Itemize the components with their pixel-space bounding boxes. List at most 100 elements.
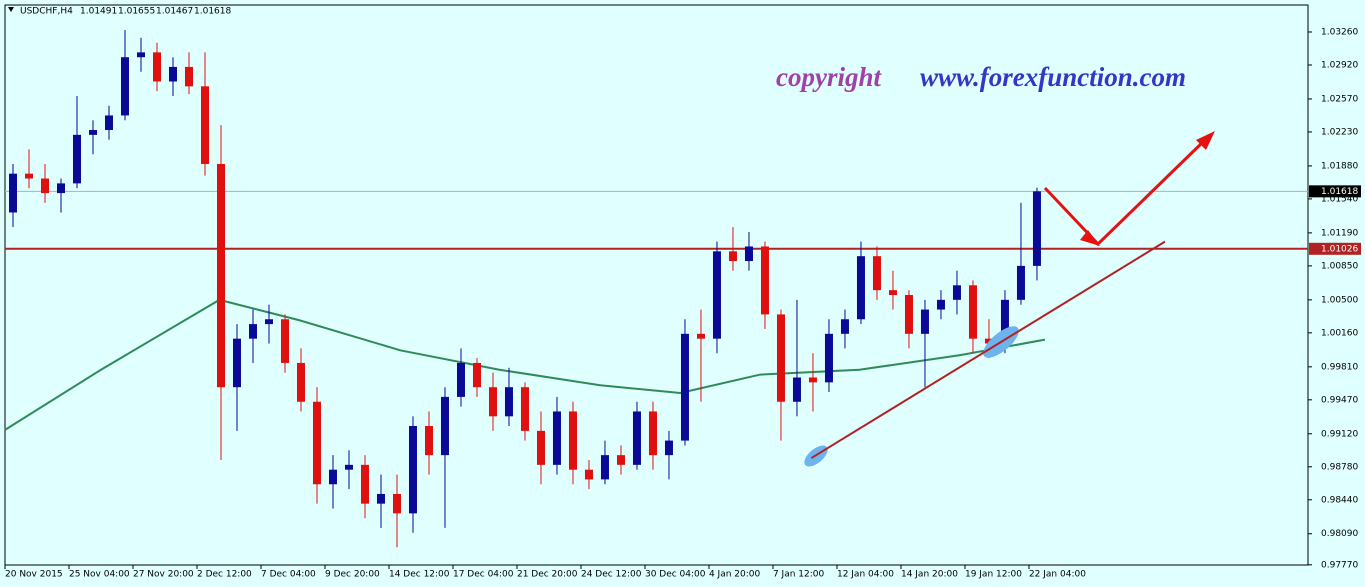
y-tick-label: 1.00500 (1321, 295, 1358, 305)
candle-body (488, 387, 497, 417)
y-tick-label: 1.03260 (1321, 27, 1358, 37)
candle-body (1016, 265, 1025, 300)
candle-body (56, 183, 65, 194)
candle-body (456, 362, 465, 397)
x-tick-label: 12 Jan 04:00 (837, 570, 894, 580)
candle-body (312, 401, 321, 485)
watermark: copyright (776, 62, 882, 92)
candle-body (856, 256, 865, 320)
candle-body (408, 426, 417, 514)
candle-body (984, 338, 993, 344)
price-label-box (1309, 185, 1361, 198)
candle-body (504, 387, 513, 417)
header-value: 1.01467 (156, 7, 193, 17)
candle-body (744, 246, 753, 262)
x-tick-label: 20 Nov 2015 (5, 570, 63, 580)
candle-body (200, 86, 209, 164)
y-tick-label: 0.98090 (1321, 529, 1358, 539)
y-tick-label: 0.99120 (1321, 429, 1358, 439)
candle-body (584, 469, 593, 480)
x-tick-label: 14 Dec 12:00 (389, 570, 450, 580)
candle-body (264, 319, 273, 325)
y-tick-label: 0.98780 (1321, 462, 1358, 472)
candle-body (40, 178, 49, 194)
moving-average (4, 298, 1046, 431)
candle-body (8, 173, 17, 213)
header-value: 1.01491 (80, 7, 117, 17)
level-label: 1.01026 (1321, 244, 1358, 254)
y-tick-label: 1.01540 (1321, 194, 1358, 204)
candle-body (360, 464, 369, 504)
candle-body (536, 430, 545, 465)
candle-body (968, 285, 977, 339)
candle-body (664, 440, 673, 456)
candle-body (248, 324, 257, 339)
candle-body (952, 285, 961, 300)
level-label-box (1309, 242, 1361, 255)
x-tick-label: 30 Dec 04:00 (645, 570, 706, 580)
candle-body (760, 246, 769, 315)
candle-body (840, 319, 849, 334)
candle-body (344, 464, 353, 470)
x-tick-label: 17 Dec 04:00 (453, 570, 514, 580)
candle-body (520, 387, 529, 431)
arrow-head (1196, 131, 1215, 150)
candle-body (152, 52, 161, 82)
candle-body (712, 251, 721, 339)
candle-body (648, 411, 657, 456)
candle-body (680, 333, 689, 441)
plot-frame (4, 4, 1309, 566)
candle-body (808, 377, 817, 383)
candle-body (728, 251, 737, 262)
candle-body (184, 66, 193, 87)
candle-body (1000, 299, 1009, 344)
candle-body (472, 362, 481, 388)
trendline (810, 240, 1166, 459)
candle-body (280, 319, 289, 363)
menu-arrow (8, 7, 14, 12)
y-tick-label: 1.01190 (1321, 228, 1358, 238)
candle-body (920, 309, 929, 334)
candle-body (376, 493, 385, 504)
candle-body (136, 52, 145, 58)
x-tick-label: 27 Nov 20:00 (133, 570, 194, 580)
candle-body (632, 411, 641, 465)
candle-body (24, 173, 33, 179)
candle-body (104, 115, 113, 131)
candle-body (392, 493, 401, 514)
candle-body (424, 426, 433, 456)
watermark: www.forexfunction.com (920, 62, 1186, 92)
x-tick-label: 4 Jan 20:00 (709, 570, 761, 580)
candle-body (552, 411, 561, 465)
y-tick-label: 1.01880 (1321, 161, 1358, 171)
x-tick-label: 14 Jan 20:00 (901, 570, 958, 580)
x-tick-label: 24 Dec 12:00 (581, 570, 642, 580)
candle-body (1032, 191, 1041, 266)
candle-body (888, 290, 897, 295)
y-tick-label: 1.00160 (1321, 328, 1358, 338)
candle-body (904, 294, 913, 334)
candle-body (168, 66, 177, 82)
x-tick-label: 21 Dec 20:00 (517, 570, 578, 580)
x-tick-label: 7 Jan 12:00 (773, 570, 825, 580)
candle-body (936, 299, 945, 310)
candle-body (296, 362, 305, 402)
symbol: USDCHF,H4 (20, 7, 73, 17)
y-tick-label: 1.02920 (1321, 60, 1358, 70)
candle-body (72, 134, 81, 184)
y-tick-label: 1.00850 (1321, 261, 1358, 271)
candle-body (776, 314, 785, 402)
candle-body (616, 455, 625, 465)
candle-body (824, 333, 833, 383)
y-tick-label: 0.99470 (1321, 395, 1358, 405)
x-tick-label: 9 Dec 20:00 (325, 570, 380, 580)
x-tick-label: 25 Nov 04:00 (69, 570, 130, 580)
header-value: 1.01655 (118, 7, 155, 17)
candle-body (600, 455, 609, 480)
price-label: 1.01618 (1321, 187, 1358, 197)
candle-body (440, 396, 449, 456)
y-tick-label: 0.99810 (1321, 362, 1358, 372)
x-tick-label: 19 Jan 12:00 (965, 570, 1022, 580)
